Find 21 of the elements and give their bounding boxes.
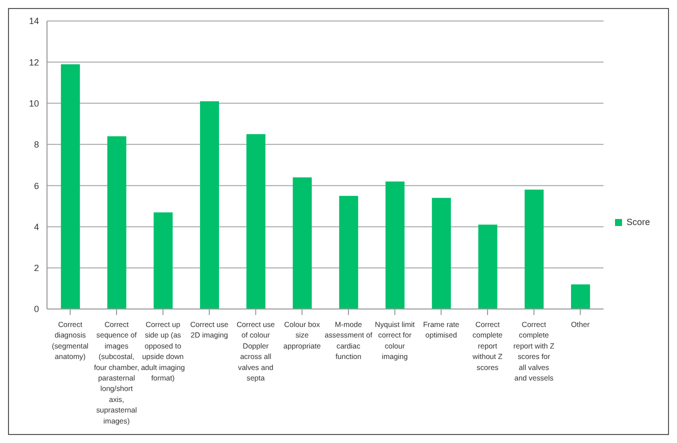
legend-label: Score [626,216,650,226]
bar [571,284,590,309]
y-tick-label: 0 [34,304,39,314]
bar [107,136,126,309]
bar [432,198,451,309]
y-tick-label: 6 [34,180,39,191]
bar [524,190,544,309]
bar [154,212,173,309]
bar [292,177,312,309]
bar [200,101,220,309]
bar [386,181,405,309]
bar [339,196,358,309]
bar [60,64,80,309]
y-tick-label: 4 [34,222,39,232]
y-tick-label: 2 [34,263,39,274]
bar [478,224,498,309]
y-tick-label: 12 [28,57,39,68]
y-tick-label: 8 [34,140,39,150]
y-tick-label: 14 [28,16,39,26]
y-tick-label: 10 [28,98,39,108]
bar [246,134,266,309]
